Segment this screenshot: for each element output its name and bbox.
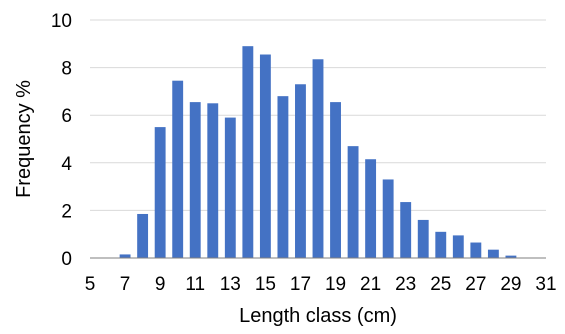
bar-11 — [189, 102, 201, 258]
bar-10 — [172, 80, 184, 258]
x-tick-label: 15 — [255, 274, 276, 295]
bar-28 — [487, 249, 499, 258]
y-tick-label: 10 — [51, 11, 72, 32]
x-tick-label: 21 — [360, 274, 381, 295]
bar-13 — [224, 117, 236, 258]
bar-22 — [382, 179, 394, 258]
bar-17 — [295, 84, 306, 258]
x-tick-label: 13 — [220, 274, 241, 295]
bars — [119, 46, 517, 259]
x-tick-label: 31 — [535, 274, 556, 295]
y-tick-label: 0 — [61, 249, 72, 270]
bar-23 — [400, 202, 412, 258]
bar-18 — [312, 59, 324, 258]
bar-24 — [417, 219, 429, 258]
bar-14 — [242, 46, 254, 259]
x-tick-label: 29 — [500, 274, 521, 295]
bar-9 — [154, 127, 166, 258]
bar-25 — [435, 231, 447, 258]
bar-15 — [259, 54, 271, 259]
x-tick-label: 9 — [155, 274, 166, 295]
bar-20 — [347, 146, 359, 258]
y-tick-label: 8 — [61, 59, 72, 80]
y-tick-labels: 0 2 4 6 8 10 — [51, 11, 73, 270]
x-axis-title: Length class (cm) — [239, 305, 397, 327]
y-axis-title: Frequency % — [13, 80, 35, 198]
x-tick-label: 23 — [395, 274, 416, 295]
y-tick-label: 6 — [61, 106, 72, 127]
bar-19 — [330, 102, 341, 258]
x-tick-label: 11 — [185, 274, 205, 295]
bar-21 — [365, 159, 377, 258]
bar-26 — [452, 235, 464, 258]
bar-7 — [119, 254, 131, 258]
y-tick-label: 2 — [61, 201, 72, 222]
x-tick-labels: 5 7 9 11 13 15 17 19 21 23 25 27 29 31 — [85, 274, 557, 295]
y-tick-label: 4 — [61, 154, 72, 175]
bar-8 — [137, 213, 149, 258]
x-tick-label: 19 — [325, 274, 346, 295]
bar-12 — [207, 103, 219, 258]
bar-29 — [505, 255, 517, 258]
x-tick-label: 7 — [120, 274, 131, 295]
bar-16 — [277, 96, 289, 258]
x-tick-label: 17 — [290, 274, 311, 295]
x-tick-label: 25 — [430, 274, 451, 295]
x-tick-label: 5 — [85, 274, 96, 295]
x-tick-label: 27 — [465, 274, 486, 295]
bar-27 — [470, 242, 482, 258]
